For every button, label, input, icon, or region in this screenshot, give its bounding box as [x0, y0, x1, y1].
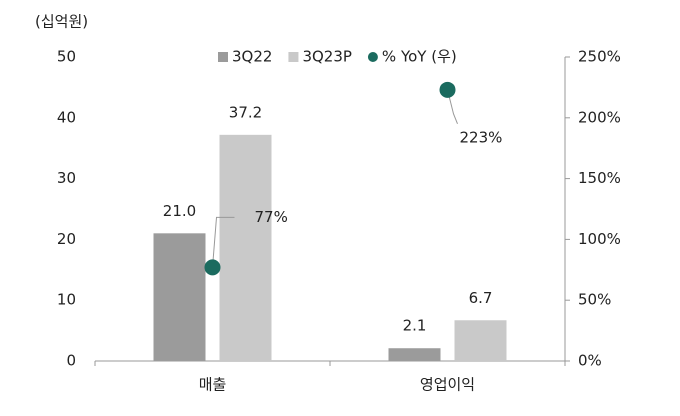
y2-tick-label: 200%: [578, 108, 621, 126]
yoy-dot: [204, 259, 221, 276]
legend-label: 3Q22: [232, 48, 272, 66]
legend-marker: [218, 52, 228, 62]
legend-marker: [288, 52, 299, 62]
yoy-label: 223%: [460, 128, 503, 146]
x-tick-label: 영업이익: [420, 376, 475, 394]
legend-label: 3Q23P: [302, 48, 351, 66]
yoy-dot: [439, 81, 456, 98]
y2-tick-label: 100%: [578, 230, 621, 248]
legend-label: % YoY (우): [382, 48, 457, 66]
bar-value-label: 21.0: [163, 202, 196, 220]
y-tick-label: 10: [57, 291, 76, 309]
x-tick-label: 매출: [199, 376, 227, 394]
y2-tick-label: 250%: [578, 48, 621, 66]
bar-value-label: 37.2: [229, 103, 262, 121]
legend-marker: [367, 52, 378, 62]
yoy-label: 77%: [255, 208, 288, 226]
y2-tick-label: 50%: [578, 291, 611, 309]
y-axis-unit: (십억원): [35, 13, 88, 31]
leader-line: [212, 216, 235, 268]
y-tick-label: 50: [57, 48, 76, 66]
y2-tick-label: 0%: [578, 352, 602, 370]
bar: [388, 348, 441, 361]
y-tick-label: 20: [57, 230, 76, 248]
bar: [153, 233, 206, 361]
y2-tick-label: 150%: [578, 169, 621, 187]
bar: [219, 134, 272, 361]
y-tick-label: 30: [57, 169, 76, 187]
y-tick-label: 0: [66, 352, 76, 370]
bar: [454, 320, 507, 361]
bar-value-label: 2.1: [403, 317, 427, 335]
bar-value-label: 6.7: [469, 289, 493, 307]
leader-line: [447, 89, 458, 125]
y-tick-label: 40: [57, 108, 76, 126]
